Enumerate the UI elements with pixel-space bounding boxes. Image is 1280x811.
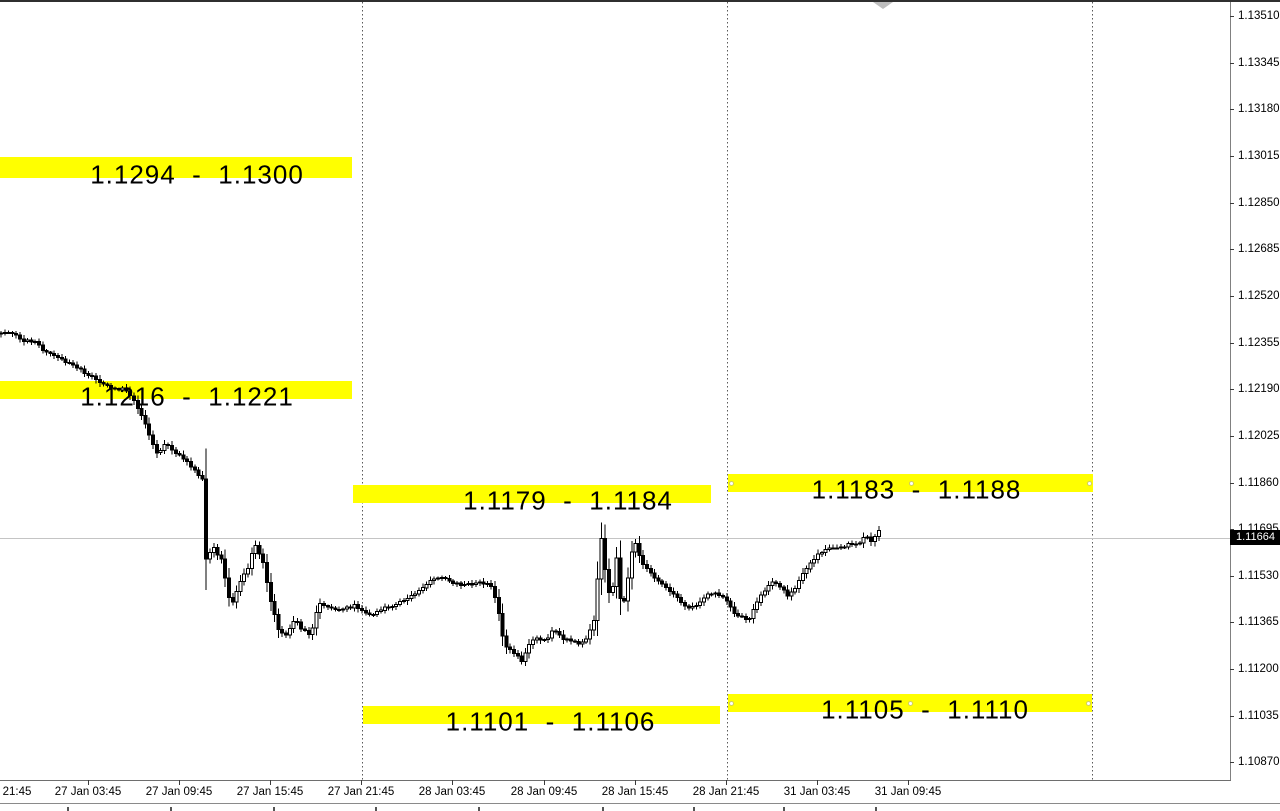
time-axis-tick <box>452 780 453 785</box>
supply-demand-zone[interactable]: 1.1105 - 1.1110 <box>728 694 1092 725</box>
period-separator-line <box>1092 2 1093 780</box>
time-axis-label: 28 Jan 15:45 <box>601 786 669 798</box>
price-axis-tick <box>1230 435 1234 437</box>
price-axis-label: 1.11200 <box>1238 663 1279 676</box>
price-axis-label: 1.13180 <box>1238 103 1280 116</box>
period-separator-line <box>362 2 363 780</box>
price-axis-tick <box>1230 482 1234 484</box>
price-axis-border <box>1230 2 1231 780</box>
price-axis-label: 1.12190 <box>1238 383 1280 396</box>
price-axis-tick <box>1230 249 1234 251</box>
time-axis-label: 21:45 <box>2 786 32 798</box>
price-axis-tick <box>1230 389 1234 391</box>
price-axis-tick <box>1230 762 1234 764</box>
price-axis-label: 1.12025 <box>1238 429 1280 442</box>
zone-price-range-label: 1.1216 - 1.1221 <box>80 381 294 412</box>
time-axis-tick <box>270 780 271 785</box>
selection-anchor-dot[interactable] <box>1086 701 1091 707</box>
price-axis-label: 1.10870 <box>1238 756 1280 769</box>
bottom-edge-tick <box>375 807 377 811</box>
bottom-edge-tick <box>478 807 480 811</box>
candles-layer <box>0 329 881 666</box>
selection-anchor-dot[interactable] <box>908 701 913 707</box>
time-axis-tick <box>179 780 180 785</box>
bottom-edge-tick <box>602 807 604 811</box>
zone-price-range-label: 1.1101 - 1.1106 <box>445 706 656 737</box>
price-axis-label: 1.11365 <box>1238 616 1279 629</box>
window-top-border <box>0 0 1280 2</box>
price-axis-label: 1.11860 <box>1238 476 1279 489</box>
time-axis-tick <box>635 780 636 785</box>
supply-demand-zone[interactable]: 1.1294 - 1.1300 <box>0 157 352 189</box>
time-axis-label: 27 Jan 09:45 <box>145 786 213 798</box>
bottom-edge-tick <box>875 807 877 811</box>
time-axis-label: 31 Jan 09:45 <box>874 786 942 798</box>
price-axis-label: 1.12520 <box>1238 289 1280 302</box>
price-axis-tick <box>1230 342 1234 344</box>
selection-anchor-dot[interactable] <box>908 480 914 486</box>
supply-demand-zone[interactable]: 1.1179 - 1.1184 <box>353 485 711 516</box>
price-axis-label: 1.11035 <box>1238 709 1279 722</box>
time-axis-tick <box>544 780 545 785</box>
zone-price-range-label: 1.1179 - 1.1184 <box>463 485 673 516</box>
time-axis-label: 31 Jan 03:45 <box>783 786 851 798</box>
time-axis-tick <box>817 780 818 785</box>
price-axis-tick <box>1230 295 1234 297</box>
time-axis-label: 28 Jan 21:45 <box>692 786 760 798</box>
zone-price-range-label: 1.1294 - 1.1300 <box>90 159 304 190</box>
bottom-edge-tick <box>273 807 275 811</box>
zone-price-range-label: 1.1183 - 1.1188 <box>811 474 1022 505</box>
current-price-tag: 1.11664 <box>1230 530 1280 545</box>
time-axis-border <box>0 780 1231 781</box>
price-axis-label: 1.13345 <box>1238 56 1280 69</box>
bottom-edge-tick <box>783 807 785 811</box>
price-axis-tick <box>1230 622 1234 624</box>
time-axis-label: 28 Jan 09:45 <box>510 786 578 798</box>
bottom-edge-tick <box>170 807 172 811</box>
time-axis-label: 27 Jan 03:45 <box>54 786 122 798</box>
price-axis-tick <box>1230 62 1234 64</box>
zone-price-range-label: 1.1105 - 1.1110 <box>821 694 1029 725</box>
price-axis-tick <box>1230 669 1234 671</box>
chart-shift-marker-icon[interactable] <box>873 2 893 9</box>
period-separator-line <box>727 2 728 780</box>
window-bottom-separator <box>0 803 1280 804</box>
price-axis-tick <box>1230 155 1234 157</box>
time-axis-tick <box>361 780 362 785</box>
time-axis-label: 28 Jan 03:45 <box>418 786 486 798</box>
selection-anchor-dot[interactable] <box>729 480 734 486</box>
price-axis-label: 1.13510 <box>1238 10 1280 22</box>
price-axis-label: 1.11530 <box>1238 569 1279 582</box>
price-axis-tick <box>1230 575 1234 577</box>
supply-demand-zone[interactable]: 1.1101 - 1.1106 <box>363 705 720 736</box>
price-axis-label: 1.11695 <box>1238 523 1279 536</box>
price-axis-label: 1.12850 <box>1238 196 1280 209</box>
supply-demand-zone[interactable]: 1.1216 - 1.1221 <box>0 380 352 411</box>
chart-plot-area[interactable]: 1.1294 - 1.1300 1.1216 - 1.1221 1.1179 - 1… <box>0 2 1230 780</box>
current-price-line <box>0 538 1230 539</box>
price-axis-label: 1.13015 <box>1238 149 1280 162</box>
supply-demand-zone[interactable]: 1.1183 - 1.1188 <box>728 473 1093 504</box>
bottom-edge-tick <box>67 807 69 811</box>
price-axis-label: 1.12355 <box>1238 336 1280 349</box>
selection-anchor-dot[interactable] <box>1087 480 1092 486</box>
time-axis-label: 27 Jan 15:45 <box>236 786 304 798</box>
price-axis-tick <box>1230 16 1234 17</box>
price-axis-tick <box>1230 529 1234 531</box>
time-axis-tick <box>908 780 909 785</box>
price-axis-label: 1.12685 <box>1238 243 1280 256</box>
time-axis-tick <box>88 780 89 785</box>
selection-anchor-dot[interactable] <box>729 701 734 707</box>
time-axis-label: 27 Jan 21:45 <box>327 786 395 798</box>
price-axis-tick <box>1230 202 1234 204</box>
time-axis-tick <box>726 780 727 785</box>
price-axis-tick <box>1230 109 1234 111</box>
bottom-edge-tick <box>693 807 695 811</box>
price-axis-tick <box>1230 715 1234 717</box>
